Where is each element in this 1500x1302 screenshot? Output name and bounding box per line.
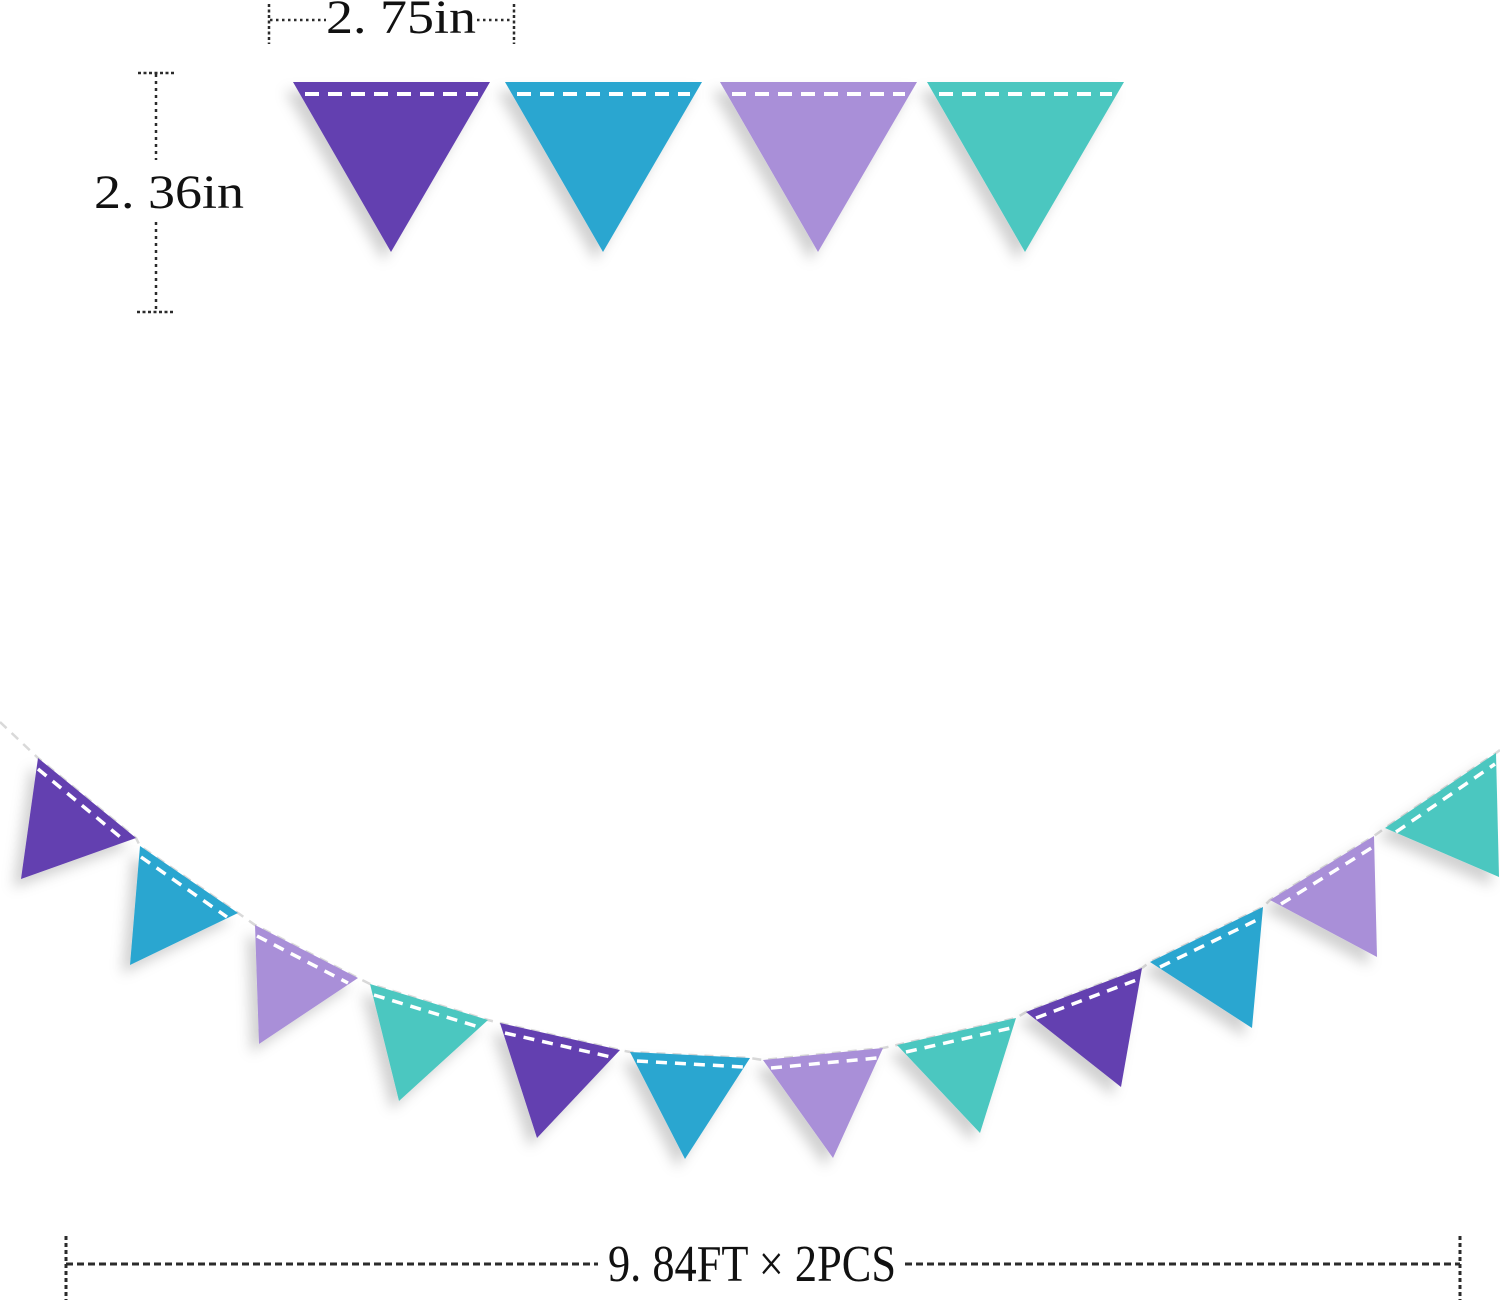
banner-length-label: 9. 84FT × 2PCS (608, 1236, 896, 1293)
flag-height-dimension: 2. 36in (94, 71, 244, 314)
top-flag-blue (505, 82, 702, 252)
garland-flag-10-blue (1150, 907, 1263, 1028)
garland-flag-12-teal (1385, 753, 1499, 877)
stitch-line (1395, 762, 1496, 834)
garland-flag-5-purple (500, 1023, 620, 1138)
top-flag-lavender (720, 82, 917, 252)
top-flag-row (293, 82, 1124, 252)
garland-flag-9-purple (1026, 968, 1142, 1087)
hanging-string (0, 721, 1500, 1062)
garland-flag-8-teal (897, 1018, 1016, 1133)
garland-flag-2-blue (130, 846, 238, 965)
flag-width-dimension: 2. 75in (267, 0, 516, 44)
garland-flag-1-purple (21, 758, 136, 879)
garland (21, 753, 1499, 1159)
top-flag-teal (927, 82, 1124, 252)
garland-flag-6-blue (630, 1052, 750, 1159)
flag-width-label: 2. 75in (326, 0, 476, 44)
flag-height-label: 2. 36in (94, 166, 244, 219)
garland-flag-11-lavender (1270, 836, 1377, 957)
stitch-line (256, 934, 349, 985)
garland-flag-3-lavender (255, 925, 358, 1044)
top-flag-purple (293, 82, 490, 252)
banner-length-dimension: 9. 84FT × 2PCS (64, 1236, 1462, 1300)
garland-flag-7-lavender (763, 1048, 883, 1158)
garland-flag-4-teal (370, 984, 488, 1101)
